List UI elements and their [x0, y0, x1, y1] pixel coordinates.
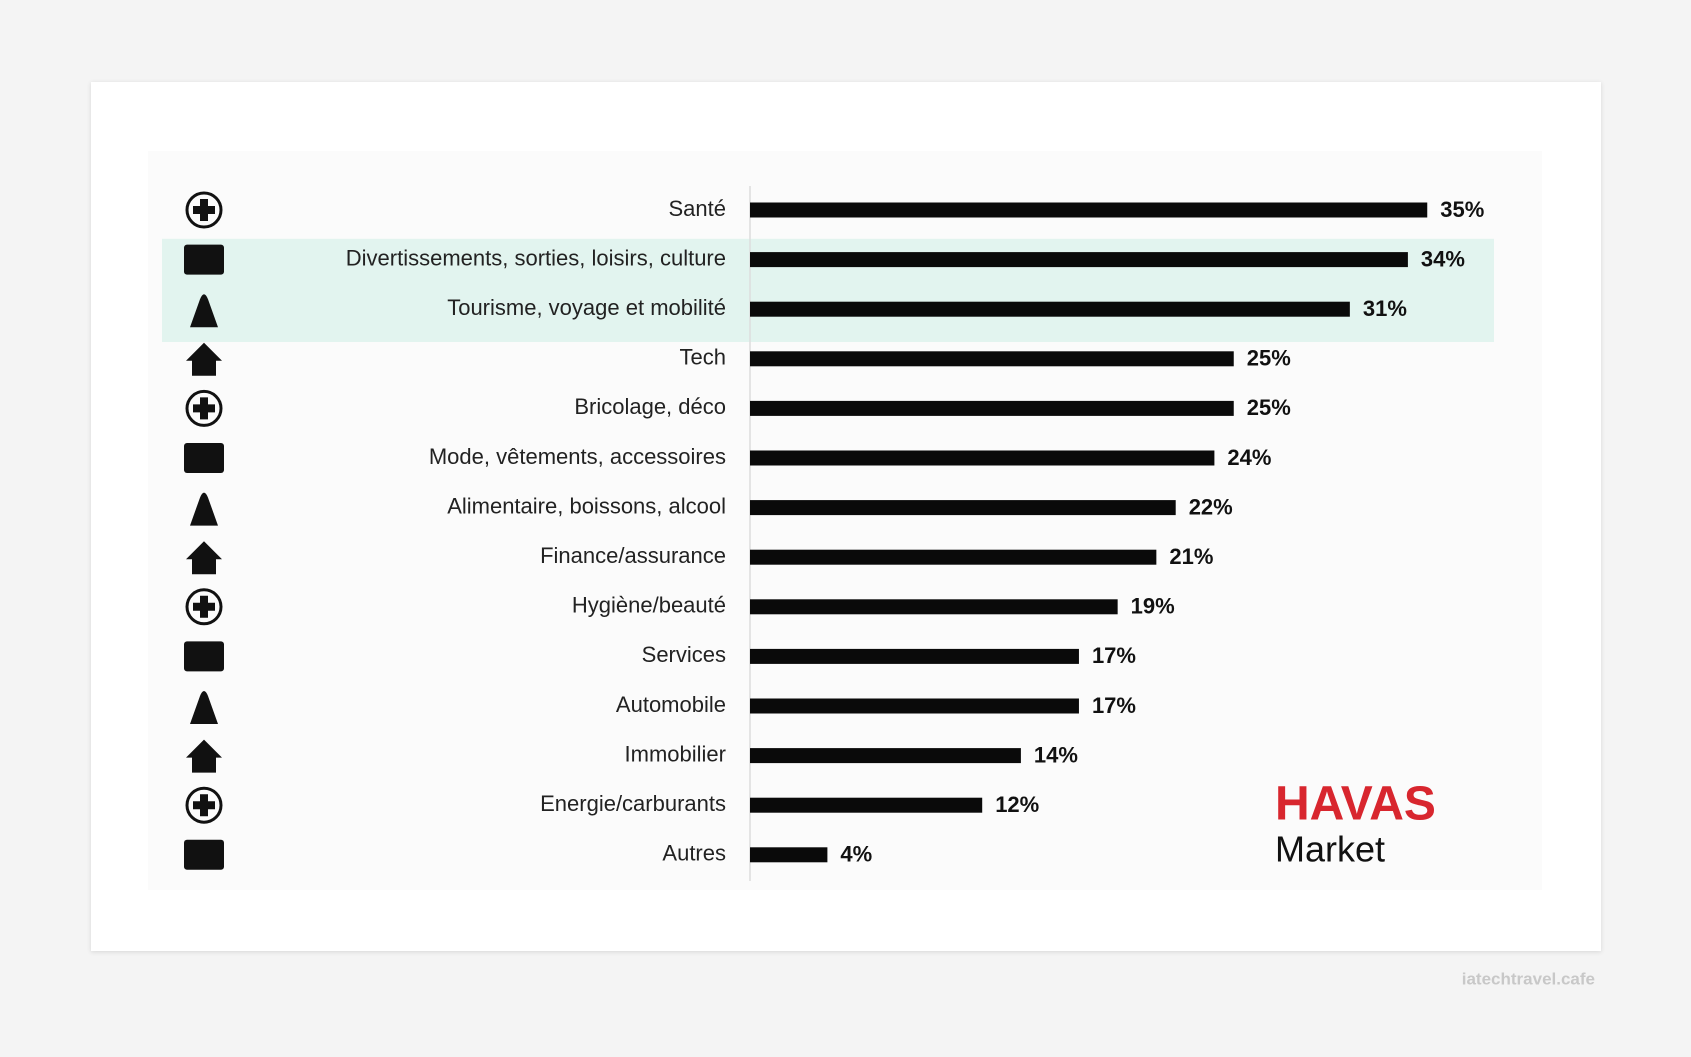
category-label: Services — [642, 642, 726, 667]
icon-shape — [185, 786, 223, 824]
bar — [750, 698, 1079, 714]
icon-shape — [184, 641, 224, 672]
bar — [750, 648, 1079, 664]
bar — [750, 252, 1408, 268]
bar — [750, 748, 1021, 764]
bar — [750, 549, 1157, 565]
category-label: Autres — [662, 841, 726, 866]
icon-shape — [185, 191, 223, 229]
icon-shape — [186, 541, 222, 575]
icon — [186, 342, 222, 376]
category-label: Immobilier — [625, 741, 726, 766]
value-label: 31% — [1363, 296, 1407, 321]
value-label: 35% — [1440, 197, 1484, 222]
bar — [750, 301, 1350, 317]
icon-shape — [193, 794, 215, 817]
category-label: Divertissements, sorties, loisirs, cultu… — [346, 245, 726, 270]
icon — [184, 839, 224, 870]
bar — [750, 450, 1215, 466]
bar — [750, 202, 1428, 218]
category-label: Bricolage, déco — [574, 394, 726, 419]
category-label: Tech — [680, 345, 726, 370]
watermark: iatechtravel.cafe — [1462, 969, 1595, 988]
icon — [186, 739, 222, 773]
icon — [190, 492, 218, 526]
bar — [750, 400, 1234, 416]
value-label: 12% — [995, 792, 1039, 817]
category-label: Finance/assurance — [540, 543, 726, 568]
value-label: 34% — [1421, 246, 1465, 271]
value-label: 14% — [1034, 742, 1078, 767]
icon — [184, 641, 224, 672]
icon — [186, 541, 222, 575]
icon-shape — [190, 492, 218, 526]
icon-shape — [184, 839, 224, 870]
icon — [185, 786, 223, 824]
value-label: 4% — [840, 842, 872, 867]
icon-shape — [186, 739, 222, 773]
category-label: Energie/carburants — [540, 791, 726, 816]
icon-shape — [184, 244, 224, 275]
bar — [750, 599, 1118, 615]
icon-shape — [186, 342, 222, 376]
icon — [184, 244, 224, 275]
logo-name: HAVAS — [1275, 778, 1436, 831]
icon-shape — [185, 389, 223, 427]
icon — [190, 294, 218, 328]
icon-shape — [185, 588, 223, 626]
value-label: 17% — [1092, 643, 1136, 668]
icon — [185, 588, 223, 626]
value-label: 25% — [1247, 395, 1291, 420]
icon-shape — [193, 595, 215, 618]
icon — [185, 191, 223, 229]
category-label: Automobile — [616, 692, 726, 717]
bar — [750, 500, 1176, 516]
value-label: 25% — [1247, 346, 1291, 371]
bar — [750, 351, 1234, 367]
value-label: 22% — [1189, 494, 1233, 519]
logo-sub: Market — [1275, 829, 1385, 870]
icon-shape — [190, 691, 218, 724]
bar — [750, 797, 983, 813]
icon — [184, 443, 224, 473]
icon-shape — [184, 443, 224, 473]
category-label: Hygiène/beauté — [572, 593, 726, 618]
category-label: Tourisme, voyage et mobilité — [447, 295, 726, 320]
icon — [185, 389, 223, 427]
value-label: 24% — [1227, 445, 1271, 470]
value-label: 17% — [1092, 693, 1136, 718]
category-label: Mode, vêtements, accessoires — [429, 444, 726, 469]
value-label: 19% — [1131, 594, 1175, 619]
bar — [750, 847, 828, 863]
icon-shape — [190, 294, 218, 328]
value-label: 21% — [1169, 544, 1213, 569]
category-label: Alimentaire, boissons, alcool — [447, 493, 726, 518]
category-label: Santé — [669, 196, 727, 221]
icon-shape — [193, 397, 215, 420]
icon — [190, 691, 218, 724]
icon-shape — [193, 199, 215, 221]
